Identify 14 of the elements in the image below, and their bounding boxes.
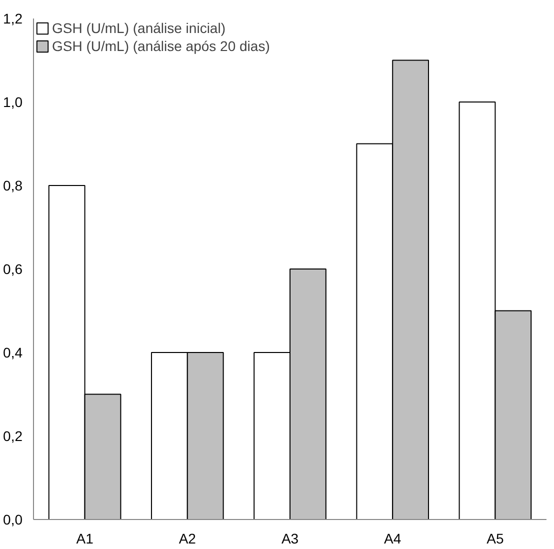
y-tick-label: 0,2 (3, 428, 23, 444)
legend-label: GSH (U/mL) (análise após 20 dias) (52, 38, 270, 54)
y-tick-label: 0,4 (3, 344, 23, 360)
legend-label: GSH (U/mL) (análise inicial) (52, 20, 226, 36)
x-tick-label: A4 (384, 530, 402, 546)
y-tick-label: 0,8 (3, 178, 23, 194)
y-tick-label: 1,0 (3, 94, 23, 110)
x-tick-label: A2 (178, 530, 196, 546)
x-tick-label: A5 (486, 530, 504, 546)
x-tick-label: A1 (76, 530, 94, 546)
y-tick-label: 0,6 (3, 261, 23, 277)
y-tick-label: 1,2 (3, 10, 23, 26)
x-tick-label: A3 (281, 530, 299, 546)
y-tick-label: 0,0 (3, 512, 23, 528)
